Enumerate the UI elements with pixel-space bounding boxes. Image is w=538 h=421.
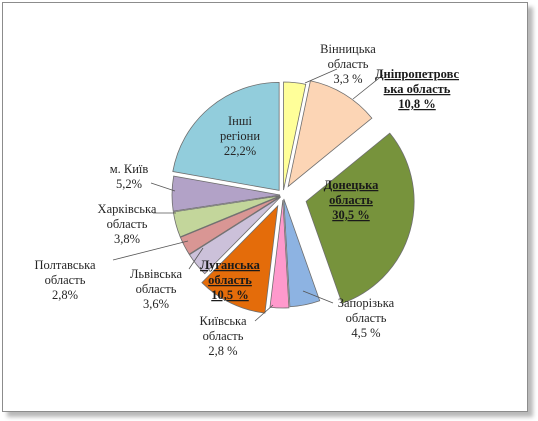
slice-label-11: Інші регіони 22,2% <box>220 114 260 158</box>
slice-label-line: Київська <box>199 314 246 328</box>
pie-slice-3 <box>305 132 415 304</box>
slice-label-line: 4,5 % <box>351 326 380 340</box>
slice-label-7: Львівська область 3,6% <box>130 267 183 311</box>
slice-label-line: Вінницька <box>320 42 376 56</box>
slice-label-8: Полтавська область 2,8% <box>34 258 95 302</box>
pie-slice-1 <box>283 81 307 191</box>
slice-label-line: область <box>203 329 244 343</box>
slice-label-10: м. Київ 5,2% <box>110 162 149 191</box>
slice-label-line: 3,6% <box>143 297 169 311</box>
slice-label-line: Луганська <box>200 258 261 272</box>
pie-slice-2 <box>287 80 373 188</box>
slice-label-line: Інші <box>228 114 252 128</box>
slice-label-5: Київська область 2,8 % <box>199 314 246 358</box>
slice-label-line: 10,5 % <box>211 288 249 302</box>
slice-label-6: Луганська область 10,5 % <box>200 258 261 302</box>
leader-line-7 <box>188 247 204 270</box>
slice-label-line: 2,8% <box>52 288 78 302</box>
slice-label-line: Дніпропетровс <box>375 67 460 81</box>
pie-slice-11 <box>172 82 280 191</box>
slice-label-line: 2,8 % <box>208 344 237 358</box>
slice-label-line: Донецька <box>324 178 379 192</box>
slice-label-9: Харківська область 3,8% <box>98 202 157 246</box>
slice-label-line: область <box>45 273 86 287</box>
slice-label-1: Вінницька область 3,3 % <box>320 42 376 86</box>
leader-line-4 <box>302 290 334 304</box>
slice-label-line: область <box>328 57 369 71</box>
slice-label-line: 3,8% <box>114 232 140 246</box>
leader-line-1 <box>304 68 338 84</box>
slice-label-2: Дніпропетровс ька область 10,8 % <box>375 67 460 111</box>
leader-line-8 <box>112 240 189 261</box>
slice-label-line: 30,5 % <box>332 208 370 222</box>
slice-label-line: область <box>208 273 252 287</box>
slice-label-line: область <box>107 217 148 231</box>
slice-label-4: Запорізька область 4,5 % <box>338 296 395 340</box>
pie-chart: Вінницька область 3,3 % Дніпропетровс ька об… <box>34 42 460 358</box>
slice-label-line: область <box>136 282 177 296</box>
slice-label-line: область <box>346 311 387 325</box>
slice-label-line: Полтавська <box>34 258 95 272</box>
leader-line-10 <box>150 182 176 192</box>
pie-slice-7 <box>188 196 281 275</box>
pie-slice-6 <box>201 204 279 314</box>
slice-label-line: Харківська <box>98 202 157 216</box>
slice-label-line: 22,2% <box>224 144 256 158</box>
slice-label-line: Запорізька <box>338 296 395 310</box>
slice-label-line: 10,8 % <box>398 97 436 111</box>
slice-label-line: 5,2% <box>116 177 142 191</box>
pie-slice-9 <box>172 195 281 238</box>
slice-label-3: Донецька область 30,5 % <box>324 178 379 222</box>
chart-frame: Вінницька область 3,3 % Дніпропетровс ька об… <box>2 2 528 412</box>
leader-line-5 <box>254 304 274 322</box>
slice-label-line: м. Київ <box>110 162 149 176</box>
pie-slice-4 <box>283 198 321 308</box>
slice-label-line: Львівська <box>130 267 183 281</box>
slice-label-line: регіони <box>220 129 260 143</box>
slice-label-line: ька область <box>384 82 451 96</box>
slice-label-line: 3,3 % <box>333 72 362 86</box>
pie-slice-10 <box>171 175 281 212</box>
pie-slice-8 <box>179 196 281 255</box>
leader-line-2 <box>352 74 384 100</box>
slice-label-line: область <box>329 193 373 207</box>
